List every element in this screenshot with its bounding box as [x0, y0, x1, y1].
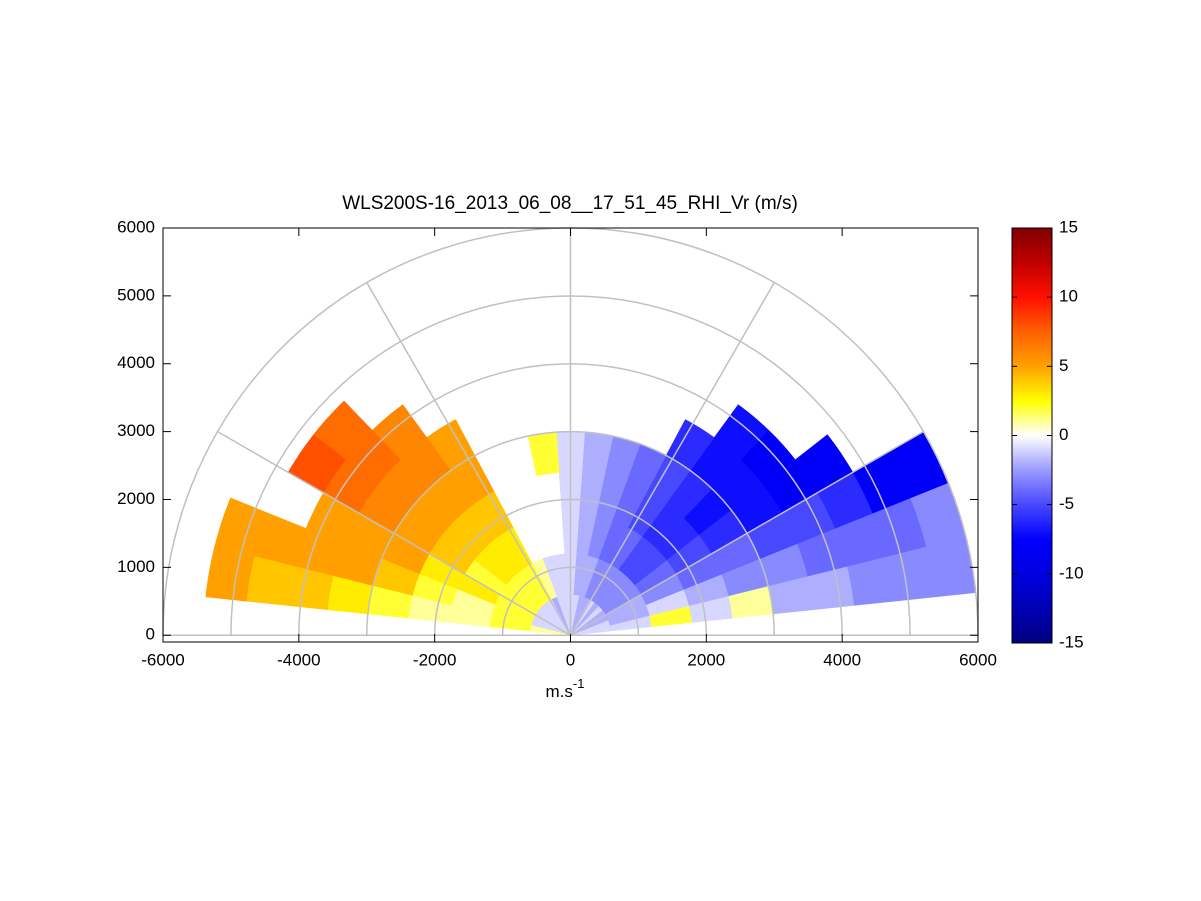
spoke: [569, 282, 775, 636]
colorbar-tick-label: 0: [1059, 425, 1068, 444]
x-tick-label: -2000: [413, 650, 456, 669]
x-tick-label: -6000: [141, 650, 184, 669]
y-tick-label: 6000: [117, 217, 155, 236]
colorbar-tick-label: 5: [1059, 356, 1068, 375]
colorbar-tick-label: -15: [1059, 632, 1084, 651]
velocity-cell: [205, 546, 255, 602]
axes: -6000 -4000 -2000 0 2000 4000 6000 0 1000 2000 300…: [117, 217, 1083, 669]
y-tick-label: 2000: [117, 489, 155, 508]
x-tick-label: 2000: [687, 650, 725, 669]
spoke: [217, 430, 571, 636]
colorbar-tick-label: -10: [1059, 563, 1084, 582]
x-axis-label: m.s-1: [546, 676, 585, 701]
y-tick-label: 5000: [117, 285, 155, 304]
colorbar: [1011, 227, 1053, 644]
x-axis-label-superscript: -1: [573, 676, 585, 691]
colorbar-tick-label: 15: [1059, 217, 1078, 236]
colorbar-tick-label: 10: [1059, 287, 1078, 306]
x-tick-label: 0: [566, 650, 575, 669]
x-tick-label: -4000: [277, 650, 320, 669]
y-tick-label: 4000: [117, 353, 155, 372]
spoke: [570, 430, 924, 636]
y-tick-label: 3000: [117, 421, 155, 440]
chart-title: WLS200S-16_2013_06_08__17_51_45_RHI_Vr (…: [342, 193, 798, 214]
data-layer: [205, 400, 977, 636]
spoke: [366, 282, 572, 636]
y-tick-label: 0: [146, 625, 155, 644]
x-tick-label: 6000: [959, 650, 997, 669]
x-tick-label: 4000: [823, 650, 861, 669]
colorbar-tick-label: -5: [1059, 494, 1074, 513]
y-tick-label: 1000: [117, 557, 155, 576]
x-axis-label-base: m.s: [546, 682, 573, 701]
